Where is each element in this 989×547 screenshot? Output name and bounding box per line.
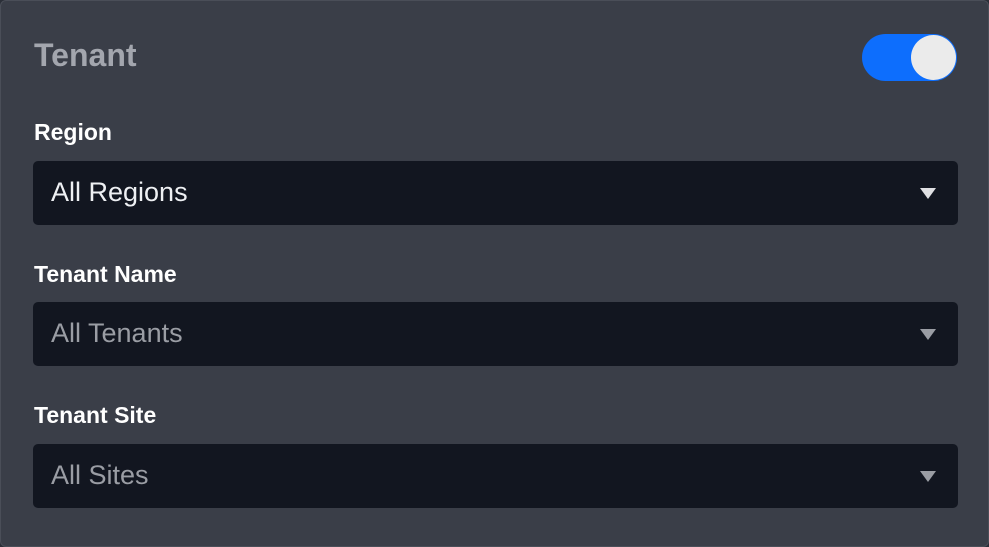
- tenant-name-label: Tenant Name: [34, 261, 177, 287]
- region-select-value: All Regions: [51, 177, 188, 207]
- panel-title: Tenant: [34, 37, 137, 73]
- tenant-name-select[interactable]: All Tenants: [33, 302, 958, 366]
- tenant-site-label: Tenant Site: [34, 402, 157, 428]
- region-label: Region: [34, 119, 112, 145]
- toggle-knob: [911, 35, 956, 80]
- region-select[interactable]: All Regions: [33, 161, 958, 225]
- chevron-down-icon: [920, 188, 936, 199]
- chevron-down-icon: [920, 329, 936, 340]
- chevron-down-icon: [920, 471, 936, 482]
- tenant-name-select-value: All Tenants: [51, 318, 183, 348]
- tenant-toggle[interactable]: [862, 34, 957, 81]
- tenant-site-select-value: All Sites: [51, 460, 149, 490]
- tenant-site-select[interactable]: All Sites: [33, 444, 958, 508]
